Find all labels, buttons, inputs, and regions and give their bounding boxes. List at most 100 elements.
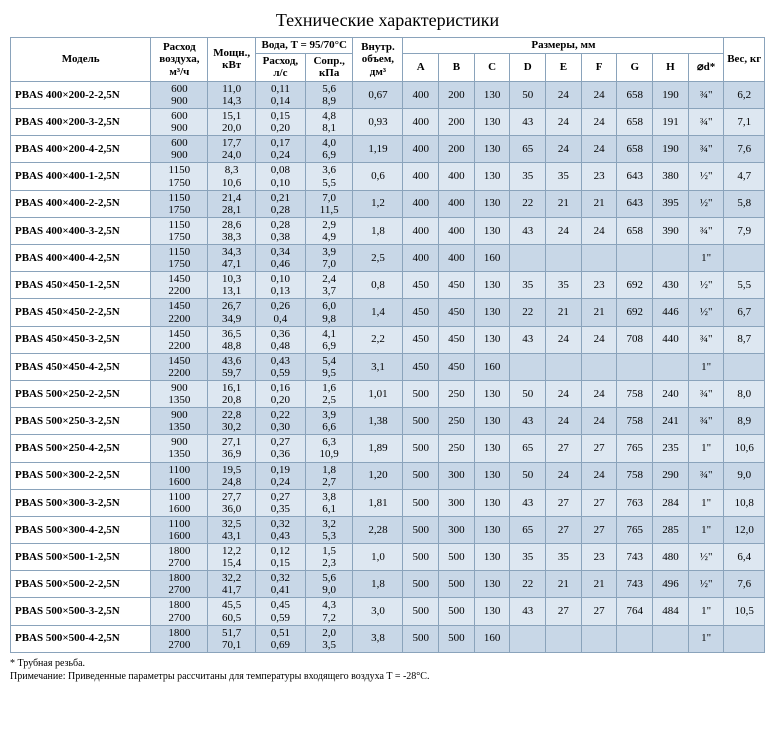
cell-pres: 6,09,8 bbox=[305, 299, 353, 326]
cell-air: 11501750 bbox=[151, 245, 208, 272]
cell-H: 235 bbox=[653, 435, 689, 462]
cell-D: 35 bbox=[510, 544, 546, 571]
cell-C: 130 bbox=[474, 190, 510, 217]
cell-air: 600900 bbox=[151, 81, 208, 108]
cell-A: 450 bbox=[403, 272, 439, 299]
cell-C: 130 bbox=[474, 516, 510, 543]
h-F: F bbox=[581, 53, 617, 81]
cell-F: 24 bbox=[581, 462, 617, 489]
cell-pow: 16,120,8 bbox=[208, 380, 256, 407]
cell-D: 35 bbox=[510, 163, 546, 190]
cell-F: 21 bbox=[581, 299, 617, 326]
cell-model: PBAS 450×450-1-2,5N bbox=[11, 272, 151, 299]
cell-H: 480 bbox=[653, 544, 689, 571]
cell-model: PBAS 400×200-2-2,5N bbox=[11, 81, 151, 108]
cell-D: 35 bbox=[510, 272, 546, 299]
cell-D: 22 bbox=[510, 190, 546, 217]
table-row: PBAS 400×200-4-2,5N60090017,724,00,170,2… bbox=[11, 136, 765, 163]
cell-E: 24 bbox=[546, 81, 582, 108]
cell-pow: 22,830,2 bbox=[208, 408, 256, 435]
cell-C: 130 bbox=[474, 544, 510, 571]
cell-E: 24 bbox=[546, 380, 582, 407]
cell-D bbox=[510, 625, 546, 652]
cell-H bbox=[653, 245, 689, 272]
cell-model: PBAS 400×400-1-2,5N bbox=[11, 163, 151, 190]
cell-pow: 12,215,4 bbox=[208, 544, 256, 571]
cell-w: 8,9 bbox=[724, 408, 765, 435]
cell-A: 400 bbox=[403, 190, 439, 217]
cell-model: PBAS 500×500-2-2,5N bbox=[11, 571, 151, 598]
cell-pres: 1,82,7 bbox=[305, 462, 353, 489]
cell-A: 500 bbox=[403, 408, 439, 435]
cell-pres: 2,43,7 bbox=[305, 272, 353, 299]
cell-F: 21 bbox=[581, 571, 617, 598]
cell-pres: 4,06,9 bbox=[305, 136, 353, 163]
cell-pow: 21,428,1 bbox=[208, 190, 256, 217]
cell-F: 27 bbox=[581, 489, 617, 516]
cell-H: 190 bbox=[653, 81, 689, 108]
cell-E: 24 bbox=[546, 136, 582, 163]
cell-air: 9001350 bbox=[151, 408, 208, 435]
cell-pres: 6,310,9 bbox=[305, 435, 353, 462]
table-row: PBAS 400×400-1-2,5N115017508,310,60,080,… bbox=[11, 163, 765, 190]
cell-vol: 3,1 bbox=[353, 353, 403, 380]
cell-d: ¾" bbox=[688, 408, 724, 435]
cell-model: PBAS 400×200-4-2,5N bbox=[11, 136, 151, 163]
cell-G: 758 bbox=[617, 380, 653, 407]
cell-D: 43 bbox=[510, 408, 546, 435]
cell-H: 380 bbox=[653, 163, 689, 190]
cell-vol: 1,2 bbox=[353, 190, 403, 217]
cell-pres: 3,86,1 bbox=[305, 489, 353, 516]
cell-air: 600900 bbox=[151, 109, 208, 136]
cell-air: 18002700 bbox=[151, 625, 208, 652]
cell-flow: 0,170,24 bbox=[255, 136, 305, 163]
cell-H: 496 bbox=[653, 571, 689, 598]
cell-A: 400 bbox=[403, 109, 439, 136]
cell-flow: 0,280,38 bbox=[255, 217, 305, 244]
cell-flow: 0,510,69 bbox=[255, 625, 305, 652]
cell-pres: 3,97,0 bbox=[305, 245, 353, 272]
cell-C: 160 bbox=[474, 353, 510, 380]
cell-d: ¾" bbox=[688, 462, 724, 489]
cell-w: 9,0 bbox=[724, 462, 765, 489]
cell-model: PBAS 400×200-3-2,5N bbox=[11, 109, 151, 136]
cell-model: PBAS 500×300-4-2,5N bbox=[11, 516, 151, 543]
cell-C: 130 bbox=[474, 326, 510, 353]
cell-vol: 0,67 bbox=[353, 81, 403, 108]
cell-H bbox=[653, 353, 689, 380]
cell-G: 743 bbox=[617, 544, 653, 571]
cell-D bbox=[510, 245, 546, 272]
table-row: PBAS 500×250-4-2,5N900135027,136,90,270,… bbox=[11, 435, 765, 462]
cell-d: 1" bbox=[688, 245, 724, 272]
cell-B: 400 bbox=[439, 190, 475, 217]
cell-w: 4,7 bbox=[724, 163, 765, 190]
cell-B: 200 bbox=[439, 109, 475, 136]
cell-F: 27 bbox=[581, 516, 617, 543]
cell-F bbox=[581, 353, 617, 380]
cell-F: 27 bbox=[581, 598, 617, 625]
cell-A: 450 bbox=[403, 353, 439, 380]
cell-vol: 1,38 bbox=[353, 408, 403, 435]
cell-C: 160 bbox=[474, 625, 510, 652]
cell-pow: 27,136,9 bbox=[208, 435, 256, 462]
cell-B: 400 bbox=[439, 245, 475, 272]
cell-vol: 1,19 bbox=[353, 136, 403, 163]
cell-model: PBAS 450×450-3-2,5N bbox=[11, 326, 151, 353]
cell-pres: 4,37,2 bbox=[305, 598, 353, 625]
cell-H: 241 bbox=[653, 408, 689, 435]
cell-vol: 1,20 bbox=[353, 462, 403, 489]
cell-B: 500 bbox=[439, 571, 475, 598]
cell-E: 24 bbox=[546, 462, 582, 489]
cell-E bbox=[546, 625, 582, 652]
cell-flow: 0,110,14 bbox=[255, 81, 305, 108]
cell-F: 24 bbox=[581, 217, 617, 244]
cell-D: 22 bbox=[510, 571, 546, 598]
cell-air: 18002700 bbox=[151, 598, 208, 625]
cell-air: 11001600 bbox=[151, 489, 208, 516]
cell-w bbox=[724, 245, 765, 272]
table-row: PBAS 500×500-1-2,5N1800270012,215,40,120… bbox=[11, 544, 765, 571]
cell-model: PBAS 500×500-1-2,5N bbox=[11, 544, 151, 571]
h-volume: Внутр. объем,дм³ bbox=[353, 38, 403, 82]
cell-w bbox=[724, 625, 765, 652]
cell-pres: 4,88,1 bbox=[305, 109, 353, 136]
